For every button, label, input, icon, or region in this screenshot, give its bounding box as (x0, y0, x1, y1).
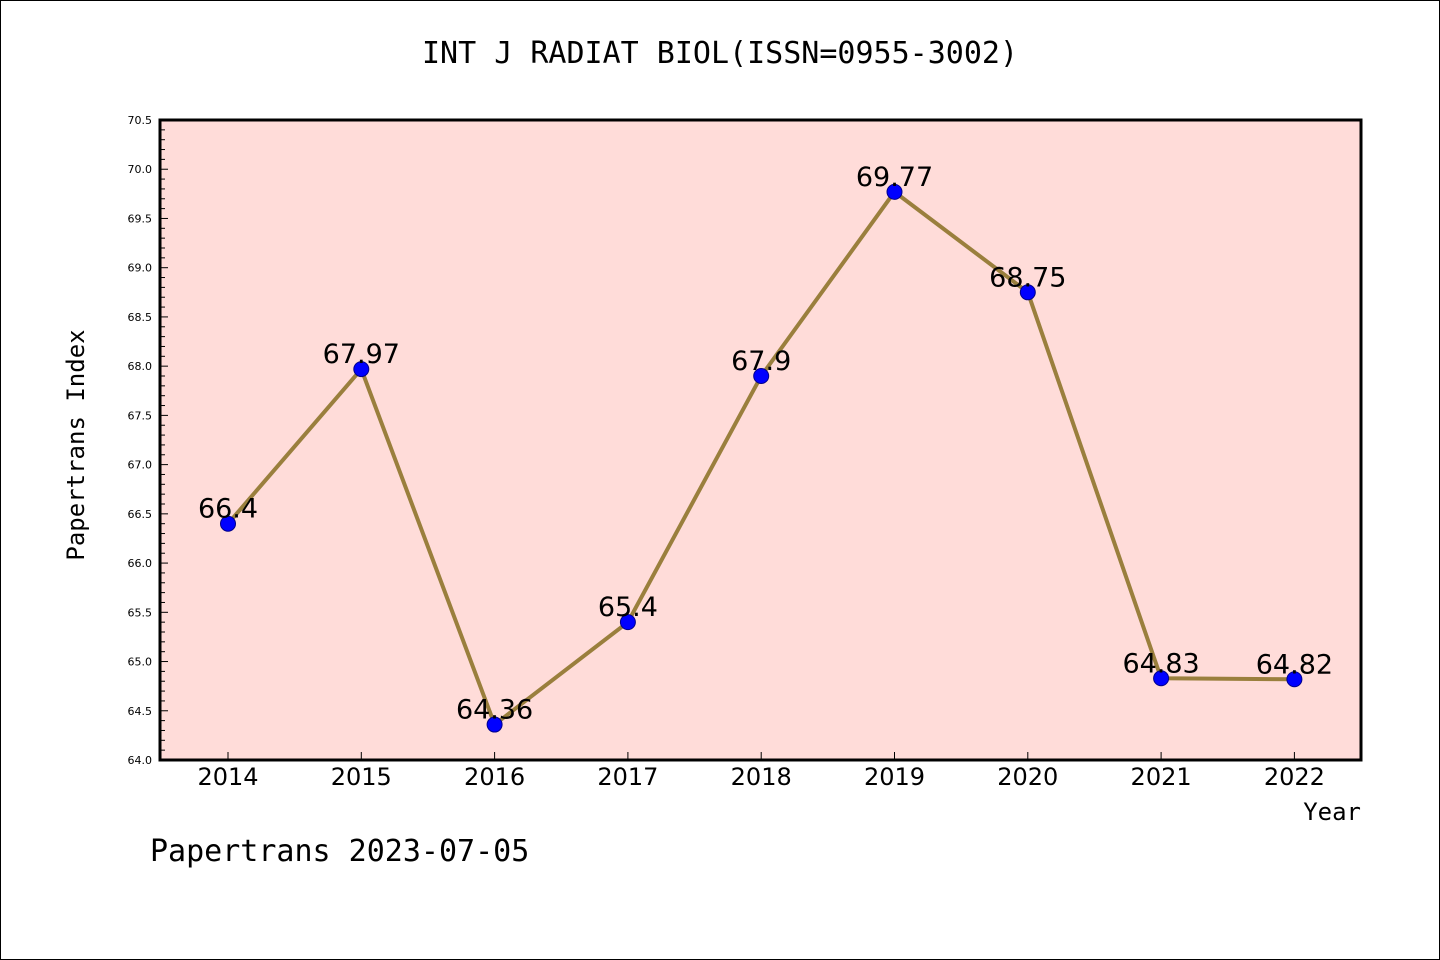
y-tick-label: 70.5 (128, 114, 153, 127)
data-point (886, 183, 903, 200)
x-tick-label: 2015 (331, 763, 392, 791)
y-tick-label: 70.0 (128, 163, 153, 176)
data-label: 67.97 (323, 339, 400, 370)
data-point (353, 361, 370, 378)
data-point (486, 716, 503, 733)
y-axis-label: Papertrans Index (62, 329, 90, 560)
y-tick-label: 69.5 (128, 212, 153, 225)
data-label: 64.83 (1122, 648, 1199, 679)
plot-area (160, 120, 1361, 760)
chart-title: INT J RADIAT BIOL(ISSN=0955-3002) (421, 36, 1019, 71)
x-tick-label: 2019 (864, 763, 925, 791)
data-point (619, 614, 636, 631)
data-label: 64.82 (1256, 649, 1333, 680)
x-tick-label: 2021 (1131, 763, 1192, 791)
x-tick-label: 2016 (464, 763, 525, 791)
y-tick-label: 67.5 (128, 409, 153, 422)
x-tick-label: 2022 (1264, 763, 1325, 791)
data-label: 64.36 (456, 695, 533, 726)
y-tick-label: 65.0 (128, 656, 153, 669)
y-tick-label: 65.5 (128, 606, 153, 619)
data-point (753, 368, 770, 384)
x-tick-label: 2020 (997, 763, 1058, 791)
data-label: 69.77 (856, 162, 933, 193)
x-tick-label: 2017 (597, 763, 658, 791)
data-point (1153, 670, 1170, 687)
plot-border (158, 118, 1363, 762)
data-label: 66.4 (198, 494, 258, 525)
data-label: 65.4 (598, 592, 658, 623)
y-tick-label: 64.5 (128, 705, 153, 718)
y-tick-label: 67.0 (128, 459, 153, 472)
y-tick-label: 66.0 (128, 557, 153, 570)
x-tick-label: 2018 (731, 763, 792, 791)
footer-text: Papertrans 2023-07-05 (150, 834, 530, 869)
y-tick-label: 68.0 (128, 360, 153, 373)
data-point (220, 515, 236, 532)
x-axis-label: Year (1303, 798, 1361, 826)
data-point (1286, 671, 1303, 688)
data-point (1019, 284, 1036, 301)
y-tick-label: 68.5 (128, 311, 153, 324)
y-tick-label: 66.5 (128, 508, 153, 521)
x-tick-label: 2014 (197, 763, 258, 791)
data-label: 68.75 (989, 262, 1066, 293)
data-label: 67.9 (731, 346, 791, 377)
y-tick-label: 69.0 (128, 262, 153, 275)
y-tick-label: 64.0 (128, 754, 153, 767)
